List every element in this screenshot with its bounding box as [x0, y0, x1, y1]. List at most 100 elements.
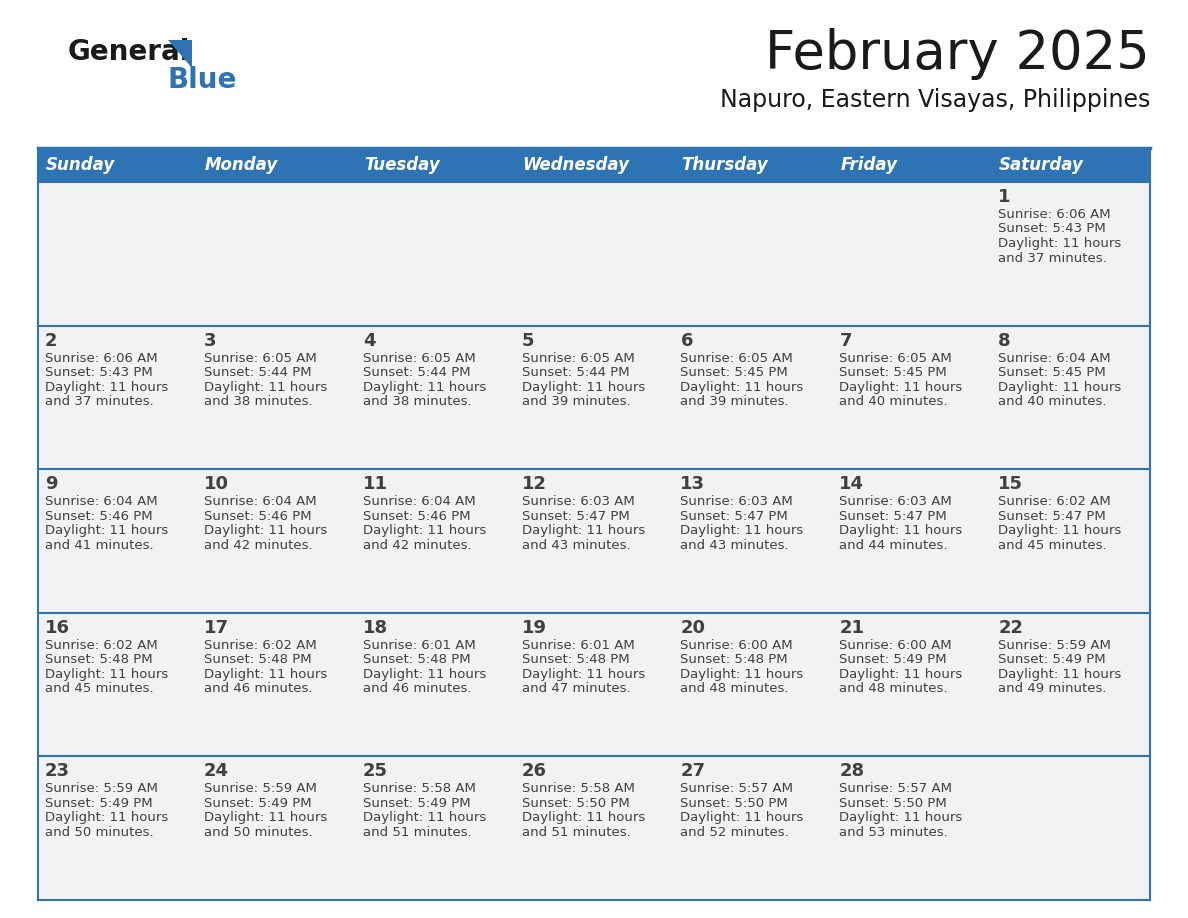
- Bar: [674, 469, 833, 613]
- Text: Daylight: 11 hours: Daylight: 11 hours: [998, 381, 1121, 394]
- Text: Daylight: 11 hours: Daylight: 11 hours: [681, 667, 803, 681]
- Bar: [833, 756, 991, 900]
- Text: Sunrise: 6:01 AM: Sunrise: 6:01 AM: [522, 639, 634, 652]
- Text: Napuro, Eastern Visayas, Philippines: Napuro, Eastern Visayas, Philippines: [720, 88, 1150, 112]
- Text: 16: 16: [45, 619, 70, 637]
- Text: and 45 minutes.: and 45 minutes.: [998, 539, 1107, 552]
- Text: General: General: [68, 38, 190, 66]
- Text: Saturday: Saturday: [999, 156, 1083, 174]
- Bar: [355, 182, 514, 326]
- Text: Daylight: 11 hours: Daylight: 11 hours: [522, 381, 645, 394]
- Text: 25: 25: [362, 763, 387, 780]
- Text: 28: 28: [839, 763, 865, 780]
- Text: and 46 minutes.: and 46 minutes.: [204, 682, 312, 695]
- Text: Sunset: 5:47 PM: Sunset: 5:47 PM: [998, 509, 1106, 522]
- Text: Sunset: 5:44 PM: Sunset: 5:44 PM: [522, 366, 630, 379]
- Text: Daylight: 11 hours: Daylight: 11 hours: [45, 381, 169, 394]
- Bar: [38, 148, 197, 182]
- Text: 9: 9: [45, 476, 57, 493]
- Text: Daylight: 11 hours: Daylight: 11 hours: [362, 524, 486, 537]
- Text: Sunrise: 6:02 AM: Sunrise: 6:02 AM: [45, 639, 158, 652]
- Bar: [991, 613, 1150, 756]
- Text: Sunrise: 6:05 AM: Sunrise: 6:05 AM: [204, 352, 317, 364]
- Text: and 42 minutes.: and 42 minutes.: [204, 539, 312, 552]
- Text: Sunset: 5:44 PM: Sunset: 5:44 PM: [204, 366, 311, 379]
- Text: and 48 minutes.: and 48 minutes.: [681, 682, 789, 695]
- Text: Daylight: 11 hours: Daylight: 11 hours: [362, 667, 486, 681]
- Text: Tuesday: Tuesday: [364, 156, 440, 174]
- Text: Sunrise: 6:04 AM: Sunrise: 6:04 AM: [998, 352, 1111, 364]
- Text: Sunrise: 6:04 AM: Sunrise: 6:04 AM: [204, 495, 316, 509]
- Text: Sunset: 5:49 PM: Sunset: 5:49 PM: [45, 797, 152, 810]
- Text: 4: 4: [362, 331, 375, 350]
- Text: 22: 22: [998, 619, 1023, 637]
- Text: Daylight: 11 hours: Daylight: 11 hours: [204, 667, 327, 681]
- Bar: [833, 613, 991, 756]
- Text: Sunset: 5:47 PM: Sunset: 5:47 PM: [681, 509, 788, 522]
- Text: Sunset: 5:48 PM: Sunset: 5:48 PM: [204, 654, 311, 666]
- Text: Sunset: 5:45 PM: Sunset: 5:45 PM: [681, 366, 788, 379]
- Text: Sunset: 5:47 PM: Sunset: 5:47 PM: [839, 509, 947, 522]
- Text: Daylight: 11 hours: Daylight: 11 hours: [839, 812, 962, 824]
- Text: Sunrise: 6:06 AM: Sunrise: 6:06 AM: [998, 208, 1111, 221]
- Text: and 40 minutes.: and 40 minutes.: [839, 395, 948, 409]
- Text: Wednesday: Wednesday: [523, 156, 630, 174]
- Bar: [197, 469, 355, 613]
- Text: Daylight: 11 hours: Daylight: 11 hours: [45, 667, 169, 681]
- Text: Daylight: 11 hours: Daylight: 11 hours: [839, 381, 962, 394]
- Bar: [355, 148, 514, 182]
- Text: Sunset: 5:46 PM: Sunset: 5:46 PM: [204, 509, 311, 522]
- Text: Sunrise: 6:05 AM: Sunrise: 6:05 AM: [839, 352, 952, 364]
- Text: Daylight: 11 hours: Daylight: 11 hours: [681, 524, 803, 537]
- Text: Blue: Blue: [168, 66, 238, 94]
- Text: Sunrise: 6:02 AM: Sunrise: 6:02 AM: [204, 639, 317, 652]
- Text: and 41 minutes.: and 41 minutes.: [45, 539, 153, 552]
- Text: Sunday: Sunday: [46, 156, 115, 174]
- Bar: [833, 326, 991, 469]
- Text: Monday: Monday: [204, 156, 278, 174]
- Text: 3: 3: [204, 331, 216, 350]
- Text: and 46 minutes.: and 46 minutes.: [362, 682, 472, 695]
- Text: Sunrise: 5:59 AM: Sunrise: 5:59 AM: [204, 782, 317, 795]
- Text: and 47 minutes.: and 47 minutes.: [522, 682, 630, 695]
- Bar: [991, 469, 1150, 613]
- Text: Sunrise: 6:01 AM: Sunrise: 6:01 AM: [362, 639, 475, 652]
- Text: Sunrise: 5:59 AM: Sunrise: 5:59 AM: [998, 639, 1111, 652]
- Text: Daylight: 11 hours: Daylight: 11 hours: [522, 812, 645, 824]
- Text: 10: 10: [204, 476, 229, 493]
- Text: and 53 minutes.: and 53 minutes.: [839, 826, 948, 839]
- Text: and 37 minutes.: and 37 minutes.: [45, 395, 153, 409]
- Text: Sunset: 5:45 PM: Sunset: 5:45 PM: [839, 366, 947, 379]
- Text: 12: 12: [522, 476, 546, 493]
- Text: Sunset: 5:46 PM: Sunset: 5:46 PM: [362, 509, 470, 522]
- Text: Sunset: 5:48 PM: Sunset: 5:48 PM: [681, 654, 788, 666]
- Text: 5: 5: [522, 331, 535, 350]
- Text: 18: 18: [362, 619, 387, 637]
- Text: Sunset: 5:49 PM: Sunset: 5:49 PM: [839, 654, 947, 666]
- Bar: [38, 756, 197, 900]
- Text: Sunset: 5:48 PM: Sunset: 5:48 PM: [362, 654, 470, 666]
- Text: Sunrise: 5:59 AM: Sunrise: 5:59 AM: [45, 782, 158, 795]
- Polygon shape: [168, 40, 192, 68]
- Bar: [38, 469, 197, 613]
- Bar: [355, 469, 514, 613]
- Bar: [38, 613, 197, 756]
- Bar: [514, 469, 674, 613]
- Text: and 51 minutes.: and 51 minutes.: [362, 826, 472, 839]
- Text: 19: 19: [522, 619, 546, 637]
- Text: Sunrise: 6:05 AM: Sunrise: 6:05 AM: [362, 352, 475, 364]
- Text: and 50 minutes.: and 50 minutes.: [45, 826, 153, 839]
- Text: Sunrise: 6:03 AM: Sunrise: 6:03 AM: [839, 495, 952, 509]
- Bar: [355, 326, 514, 469]
- Text: Sunset: 5:43 PM: Sunset: 5:43 PM: [45, 366, 153, 379]
- Bar: [991, 756, 1150, 900]
- Text: Sunset: 5:43 PM: Sunset: 5:43 PM: [998, 222, 1106, 236]
- Bar: [833, 182, 991, 326]
- Text: and 50 minutes.: and 50 minutes.: [204, 826, 312, 839]
- Text: Sunrise: 6:02 AM: Sunrise: 6:02 AM: [998, 495, 1111, 509]
- Text: 1: 1: [998, 188, 1011, 206]
- Bar: [197, 613, 355, 756]
- Bar: [514, 326, 674, 469]
- Text: Sunset: 5:49 PM: Sunset: 5:49 PM: [998, 654, 1106, 666]
- Text: Daylight: 11 hours: Daylight: 11 hours: [998, 237, 1121, 250]
